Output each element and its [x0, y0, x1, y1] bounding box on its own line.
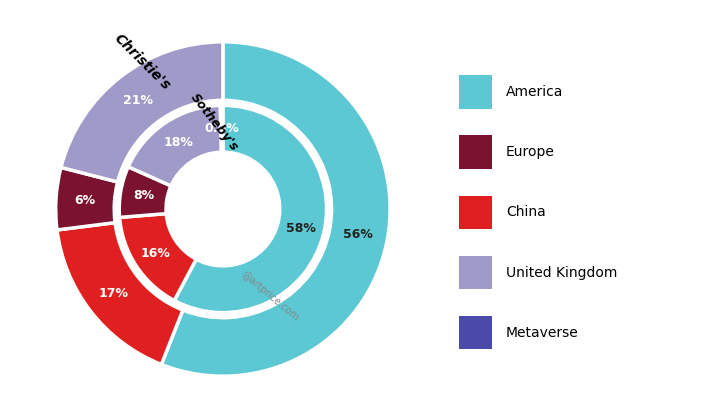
- Text: 8%: 8%: [133, 189, 155, 202]
- Text: America: America: [506, 85, 563, 99]
- Wedge shape: [220, 105, 223, 152]
- Text: 16%: 16%: [141, 247, 171, 260]
- FancyBboxPatch shape: [459, 256, 493, 289]
- FancyBboxPatch shape: [459, 316, 493, 349]
- FancyBboxPatch shape: [459, 75, 493, 109]
- FancyBboxPatch shape: [459, 135, 493, 169]
- Text: Metaverse: Metaverse: [506, 326, 579, 340]
- Text: 18%: 18%: [163, 136, 193, 149]
- Text: 0.4%: 0.4%: [204, 122, 239, 135]
- Wedge shape: [119, 214, 196, 301]
- Wedge shape: [119, 167, 171, 217]
- Text: @artprice.com: @artprice.com: [239, 269, 301, 323]
- Wedge shape: [57, 223, 183, 364]
- Text: 56%: 56%: [344, 228, 373, 241]
- Text: Europe: Europe: [506, 145, 555, 159]
- Wedge shape: [128, 105, 221, 186]
- Text: 58%: 58%: [286, 222, 316, 235]
- Text: China: China: [506, 205, 546, 219]
- Wedge shape: [55, 168, 118, 230]
- Text: 6%: 6%: [75, 194, 96, 207]
- Text: 21%: 21%: [124, 94, 153, 107]
- Wedge shape: [174, 105, 326, 313]
- Wedge shape: [161, 42, 390, 376]
- Wedge shape: [61, 42, 223, 182]
- Text: Sotheby's: Sotheby's: [188, 91, 241, 153]
- Text: United Kingdom: United Kingdom: [506, 265, 618, 280]
- Text: Christie's: Christie's: [112, 31, 173, 93]
- Text: 17%: 17%: [99, 287, 129, 300]
- FancyBboxPatch shape: [459, 196, 493, 229]
